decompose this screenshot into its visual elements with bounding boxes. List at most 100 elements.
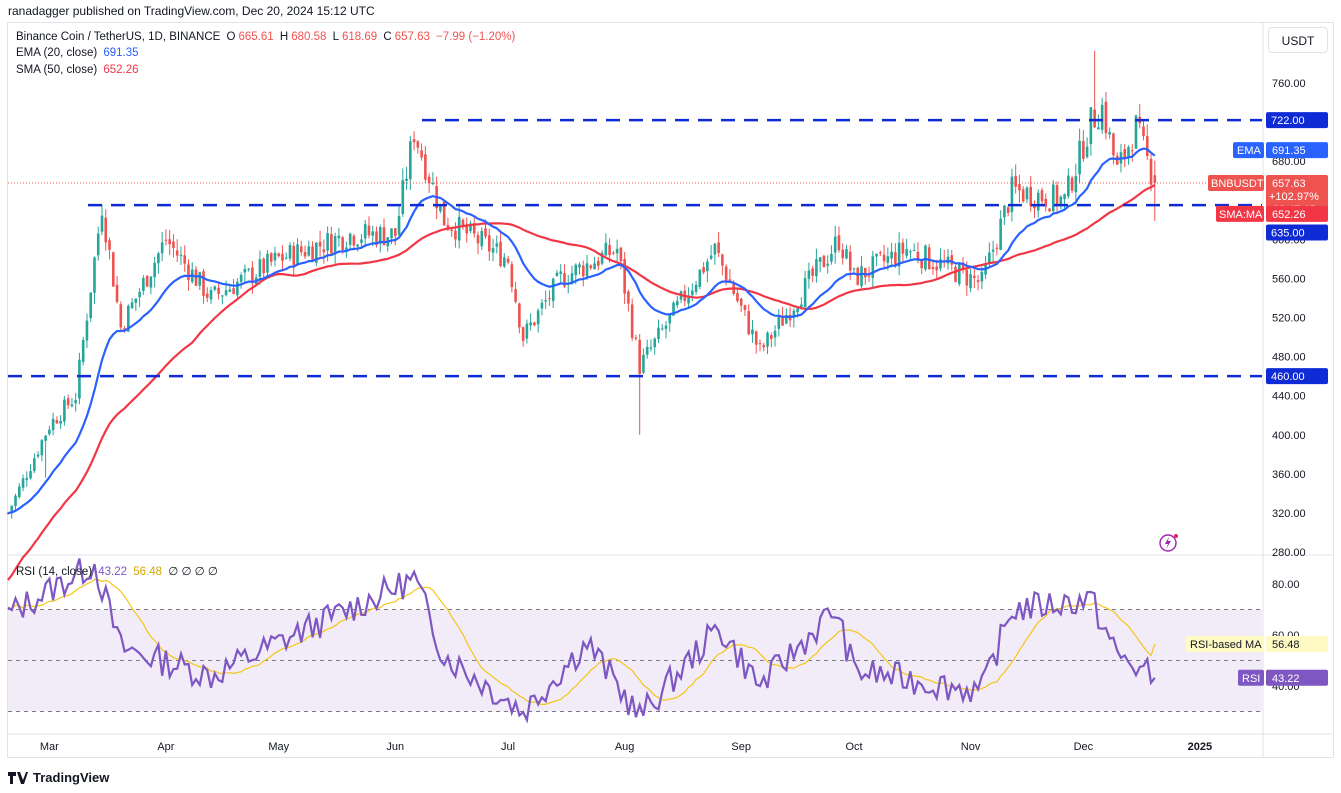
tag-rsi-name: RSI [1242, 673, 1260, 685]
candle-body [1127, 146, 1130, 159]
candle-body [123, 328, 126, 330]
candle-body [93, 257, 96, 293]
candle-body [687, 295, 690, 304]
candle-body [269, 253, 273, 262]
candle-body [175, 250, 179, 256]
candle-body [1082, 141, 1085, 159]
candle-body [905, 249, 908, 256]
legend-ema[interactable]: EMA (20, close) 691.35 [16, 47, 142, 59]
candle-body [363, 224, 367, 239]
candle-body [931, 267, 935, 270]
legend-rsi-extra: ∅ ∅ ∅ ∅ [168, 566, 218, 578]
candle-body [856, 267, 860, 285]
tag-level-460-bg [1266, 368, 1328, 385]
tag-ema-value: 691.35 [1272, 145, 1306, 157]
tag-rsi-name-bg [1238, 669, 1264, 686]
candle-body [1006, 207, 1010, 213]
candle-body [111, 252, 115, 287]
candle-body [1051, 184, 1055, 212]
candle-body [668, 314, 672, 324]
price-tick-label: 280.00 [1272, 547, 1306, 559]
candle-body [777, 317, 781, 329]
currency-button[interactable]: USDT [1268, 27, 1328, 53]
candle-body [1070, 177, 1074, 191]
candle-body [145, 275, 149, 287]
candle-body [657, 327, 660, 339]
legend-rsi[interactable]: RSI (14, close) 43.22 56.48 ∅ ∅ ∅ ∅ [16, 564, 221, 578]
candle-body [563, 272, 566, 287]
tag-level-722-text: 722.00 [1271, 115, 1305, 127]
tag-level-460-text: 460.00 [1271, 371, 1305, 383]
candle-body [597, 260, 600, 266]
candle-body [405, 178, 408, 181]
candle-body [544, 300, 547, 302]
candle-body [736, 293, 739, 301]
candle-body [209, 290, 213, 300]
candle-body [912, 250, 916, 252]
candle-body [533, 322, 536, 326]
candle-body [890, 251, 893, 259]
candle-body [236, 281, 239, 296]
candle-body [525, 323, 529, 339]
candle-body [360, 239, 363, 243]
candle-body [897, 242, 901, 267]
candles-group [6, 50, 1157, 519]
price-tick-label: 680.00 [1272, 156, 1306, 168]
tag-ema-value-bg [1266, 142, 1328, 159]
candle-body [713, 243, 717, 255]
candle-body [1097, 127, 1100, 130]
candle-body [205, 293, 209, 298]
candle-body [401, 180, 405, 214]
candle-body [232, 288, 235, 294]
candle-body [785, 315, 788, 324]
candle-body [228, 289, 232, 292]
candle-body [724, 266, 728, 282]
candle-body [879, 252, 882, 254]
candle-body [807, 270, 811, 279]
candle-body [367, 225, 371, 236]
candle-body [251, 267, 254, 284]
candle-body [627, 291, 630, 304]
price-tick-label: 400.00 [1272, 430, 1306, 442]
candle-body [1108, 132, 1111, 135]
time-axis-labels: Mar Apr May Jun Jul Aug Sep Oct Nov Dec 2025 [40, 741, 1212, 753]
candle-body [495, 243, 499, 247]
candle-body [21, 478, 25, 488]
legend-open: 665.61 [238, 31, 274, 43]
legend-change: −7.99 (−1.20%) [436, 31, 516, 43]
candle-body [100, 215, 104, 232]
legend-symbol[interactable]: Binance Coin / TetherUS, 1D, BINANCE [16, 31, 221, 43]
candle-body [991, 249, 995, 252]
candle-body [969, 274, 972, 289]
time-label: Dec [1074, 741, 1094, 753]
candle-body [1074, 175, 1078, 193]
candle-body [608, 245, 611, 256]
candle-body [299, 246, 303, 253]
candle-body [510, 264, 514, 288]
candle-body [995, 247, 999, 249]
candle-body [348, 233, 352, 245]
candle-body [164, 239, 168, 241]
candle-body [965, 269, 969, 286]
tradingview-brand[interactable]: TradingView [8, 770, 109, 785]
candle-body [40, 440, 44, 456]
legend-sma[interactable]: SMA (50, close) 652.26 [16, 64, 142, 76]
candle-body [239, 274, 243, 282]
candle-body [585, 263, 589, 277]
tag-sma: SMA:MA 652.26 [1216, 205, 1328, 222]
candle-body [536, 310, 540, 325]
candle-body [412, 139, 416, 143]
candle-body [604, 242, 608, 256]
legend-l-label: L [332, 31, 339, 43]
candle-body [548, 298, 551, 300]
publisher-line: ranadagger published on TradingView.com,… [8, 4, 375, 18]
candle-body [217, 287, 220, 294]
price-tick-label: 760.00 [1272, 78, 1306, 90]
candle-body [503, 257, 506, 267]
candle-body [311, 246, 314, 261]
candle-body [476, 235, 480, 244]
candle-body [439, 204, 442, 212]
candle-body [1112, 133, 1115, 156]
candle-body [630, 304, 634, 338]
